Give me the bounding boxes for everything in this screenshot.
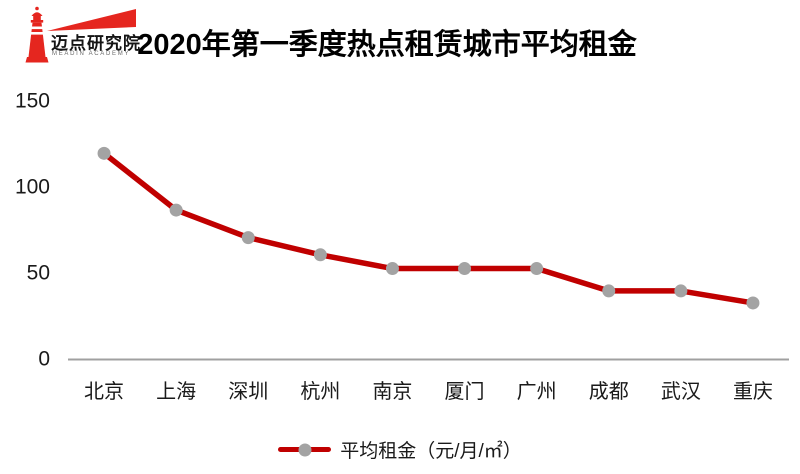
data-point-marker bbox=[169, 203, 183, 217]
lighthouse-lamp bbox=[33, 16, 41, 20]
data-point-marker bbox=[458, 262, 472, 276]
x-tick-label: 杭州 bbox=[300, 380, 340, 403]
tower-stripe bbox=[27, 26, 47, 30]
x-tick-label: 成都 bbox=[589, 380, 629, 403]
y-tick-label: 50 bbox=[27, 262, 50, 285]
y-tick-label: 100 bbox=[15, 176, 50, 199]
x-tick-label: 重庆 bbox=[733, 380, 773, 403]
lighthouse-dome bbox=[31, 12, 43, 16]
lighthouse-base bbox=[25, 57, 49, 63]
x-tick-label: 北京 bbox=[84, 380, 124, 403]
data-point-marker bbox=[602, 284, 616, 298]
data-point-marker bbox=[97, 146, 111, 160]
lighthouse-tower bbox=[28, 22, 46, 58]
tower-stripe bbox=[27, 32, 47, 35]
x-tick-label: 广州 bbox=[517, 380, 557, 403]
data-point-marker bbox=[746, 296, 760, 310]
rent-line bbox=[101, 150, 756, 306]
legend: 平均租金（元/月/㎡） bbox=[0, 436, 800, 463]
legend-line-icon bbox=[278, 443, 332, 456]
lighthouse-logo-icon bbox=[25, 6, 136, 63]
legend-label: 平均租金（元/月/㎡） bbox=[340, 441, 522, 462]
brand-logo: 迈点研究院 MEADIN ACADEMY bbox=[24, 5, 142, 63]
x-tick-label: 武汉 bbox=[661, 380, 701, 403]
x-tick-label: 厦门 bbox=[445, 380, 485, 403]
x-tick-label: 南京 bbox=[372, 380, 412, 403]
chart-title: 2020年第一季度热点租赁城市平均租金 bbox=[137, 29, 637, 61]
data-point-marker bbox=[313, 248, 327, 262]
data-point-marker bbox=[530, 262, 544, 276]
brand-subtitle: MEADIN ACADEMY bbox=[52, 51, 131, 57]
data-point-marker bbox=[674, 284, 688, 298]
lighthouse-gallery bbox=[30, 20, 44, 23]
light-beam-shape bbox=[47, 9, 136, 31]
legend-marker-dot-icon bbox=[298, 443, 312, 456]
brand-name: 迈点研究院 bbox=[51, 34, 141, 53]
y-tick-label: 150 bbox=[15, 90, 50, 113]
x-tick-label: 上海 bbox=[156, 380, 196, 403]
data-point-marker bbox=[385, 262, 399, 276]
y-tick-label: 0 bbox=[38, 348, 50, 371]
lighthouse-finial bbox=[35, 6, 39, 11]
x-tick-label: 深圳 bbox=[228, 380, 268, 403]
data-point-marker bbox=[241, 231, 255, 245]
